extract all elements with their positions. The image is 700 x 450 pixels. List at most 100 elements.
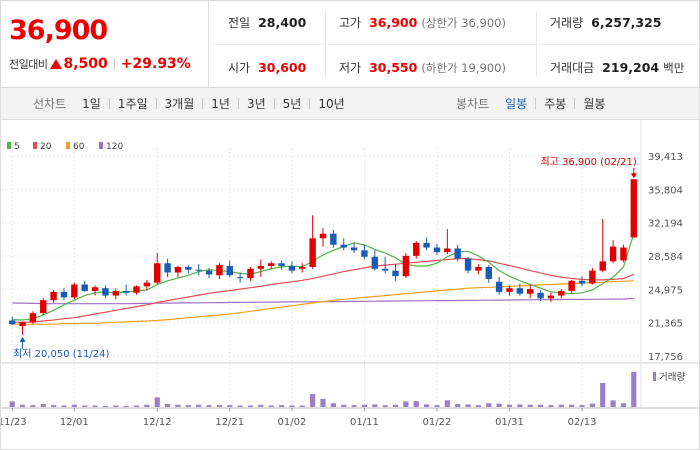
candle-body: [288, 266, 296, 271]
volume: 거래량 6,257,325: [550, 1, 662, 44]
candle-body: [122, 290, 130, 293]
prev-close-label: 전일: [228, 16, 251, 30]
volume-bar: [475, 405, 481, 407]
legend-label: 20: [40, 142, 52, 152]
volume-value: 6,257,325: [591, 15, 662, 30]
volume-bar: [227, 405, 233, 407]
tab-3year[interactable]: 3년: [246, 97, 266, 111]
x-tick-label: 01/11: [350, 417, 379, 428]
volume-bar: [40, 404, 46, 407]
x-tick-label: 12/21: [215, 417, 244, 428]
volume-bar: [537, 404, 544, 407]
candle-body: [60, 291, 68, 298]
candle-body: [309, 238, 316, 267]
volume-bar: [51, 405, 57, 407]
volume-bar: [320, 398, 326, 407]
legend-label: 120: [106, 142, 123, 152]
volume-bar: [506, 404, 513, 407]
candle-body: [537, 292, 544, 299]
tab-1year[interactable]: 1년: [211, 97, 230, 111]
candle-body: [475, 266, 482, 271]
tab-1day[interactable]: 1일: [82, 97, 101, 111]
legend-swatch: [66, 142, 70, 149]
candle-body: [568, 280, 575, 291]
volume-bar: [444, 400, 450, 407]
tab-daily[interactable]: 일봉: [505, 97, 528, 111]
candle-body: [361, 250, 368, 257]
volume-bar: [569, 404, 575, 407]
volume-bar: [548, 405, 554, 407]
y-tick-label: 39,413: [648, 152, 683, 163]
volume-bar: [455, 404, 461, 407]
volume-bar: [372, 404, 378, 407]
volume-bar: [123, 405, 129, 407]
divider: [574, 98, 576, 109]
candle-body: [185, 266, 192, 270]
high-price: 고가 36,900 (상한가 36,900): [339, 1, 506, 44]
upper-limit: (상한가 36,900): [421, 15, 506, 30]
candle-body: [257, 266, 265, 269]
candle-body: [19, 322, 26, 327]
tab-monthly[interactable]: 월봉: [583, 97, 606, 111]
volume-bar: [486, 403, 492, 407]
annotations: 최고 36,900 (02/21) 최저 20,050 (11/24): [13, 156, 637, 360]
ma5-line: [12, 233, 635, 321]
volume-bar: [289, 405, 295, 407]
change-label: 전일대비: [9, 58, 48, 71]
volume-bar: [30, 405, 36, 407]
candle-body: [506, 288, 513, 292]
y-tick-label: 24,975: [648, 285, 683, 296]
volume-bar: [92, 405, 98, 407]
candle-body: [40, 300, 47, 314]
candle-body: [112, 290, 119, 296]
candle-body: [267, 263, 275, 267]
volume-bar: [351, 405, 357, 407]
tab-5year[interactable]: 5년: [282, 97, 302, 111]
x-tick-label: 02/13: [568, 417, 597, 428]
candle-body: [620, 247, 627, 261]
candle-body: [578, 280, 586, 284]
volume-bar: [102, 405, 109, 407]
volume-bar: [247, 405, 254, 407]
change-value: 8,500: [63, 56, 108, 72]
candle-body: [299, 266, 306, 269]
candle-body: [236, 277, 244, 279]
amount-label: 거래대금: [550, 61, 595, 75]
candle-body: [381, 268, 389, 271]
volume-bar: [61, 405, 67, 407]
candle-body: [609, 246, 617, 262]
volume-bar: [620, 403, 627, 407]
volume-bar: [268, 405, 274, 407]
prev-close: 전일 28,400: [228, 1, 306, 44]
candle-body: [527, 289, 534, 294]
legend-label: 60: [73, 142, 85, 152]
volume-bar: [154, 397, 160, 407]
candle-body: [392, 270, 399, 277]
volume-bar: [175, 404, 181, 407]
tab-weekly[interactable]: 주봉: [544, 97, 567, 111]
candle-body: [133, 286, 140, 293]
current-price: 36,900: [9, 15, 108, 46]
volume-bar: [496, 403, 502, 407]
prev-close-value: 28,400: [258, 15, 307, 30]
legend-swatch: [99, 142, 103, 149]
y-tick-label: 21,365: [648, 319, 683, 330]
tab-3month[interactable]: 3개월: [164, 97, 195, 111]
x-tick-label: 01/22: [423, 417, 452, 428]
high-label: 고가: [339, 16, 362, 30]
candle-body: [174, 266, 182, 273]
low-value: 30,550: [369, 60, 418, 75]
volume-bar: [413, 401, 419, 407]
candle-body: [371, 256, 379, 269]
tab-10year[interactable]: 10년: [318, 97, 345, 111]
candle-body: [143, 282, 151, 287]
divider: [273, 98, 275, 109]
candle-body: [8, 320, 16, 325]
candle-chart-tabs: 봉차트 일봉 주봉 월봉: [456, 88, 609, 119]
volume-label: 거래량: [550, 16, 584, 30]
volume-bar: [424, 404, 430, 407]
candle-body: [599, 261, 606, 271]
high-arrow-head: [630, 173, 637, 179]
tab-1week[interactable]: 1주일: [117, 97, 148, 111]
up-arrow-icon: [50, 59, 63, 69]
